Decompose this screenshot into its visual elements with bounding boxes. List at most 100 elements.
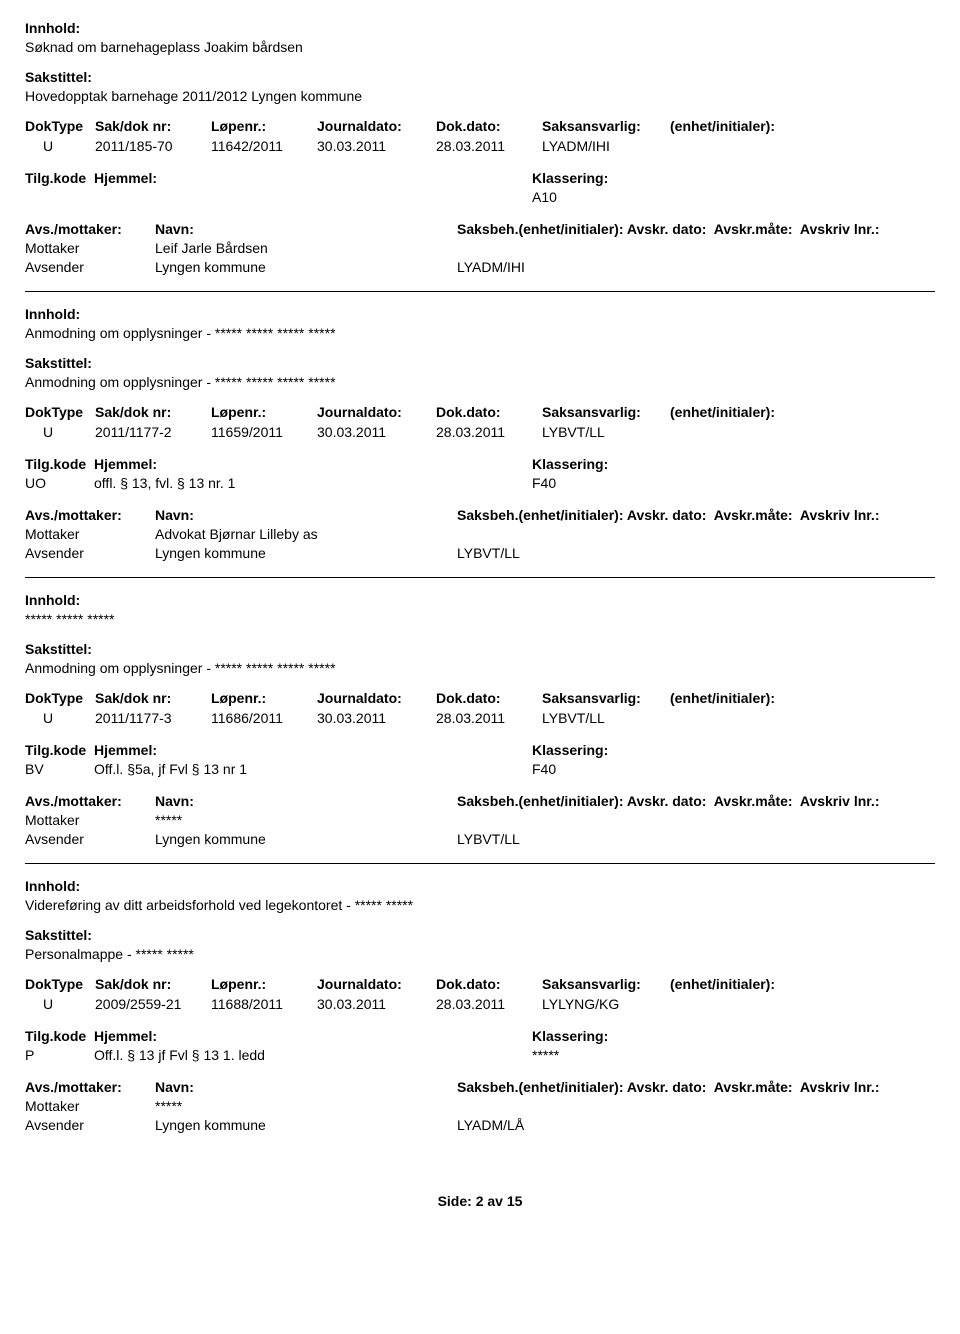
doktype-value: U [25, 138, 95, 154]
enhet-label: (enhet/initialer): [670, 118, 810, 134]
journaldato-label: Journaldato: [317, 404, 436, 420]
innhold-label: Innhold: [25, 878, 935, 894]
sakstittel-value: Anmodning om opplysninger - ***** ***** … [25, 374, 935, 390]
mottaker-saksbeh [457, 526, 935, 542]
saksansvarlig-label: Saksansvarlig: [542, 690, 670, 706]
sakstittel-value: Hovedopptak barnehage 2011/2012 Lyngen k… [25, 88, 935, 104]
klassering-value: ***** [532, 1047, 712, 1063]
innhold-label: Innhold: [25, 592, 935, 608]
saksansvarlig-label: Saksansvarlig: [542, 976, 670, 992]
hjemmel-label: Hjemmel: [94, 1028, 532, 1044]
tilgkode-label: Tilg.kode [25, 170, 94, 186]
hjemmel-label: Hjemmel: [94, 742, 532, 758]
innhold-value: Søknad om barnehageplass Joakim bårdsen [25, 39, 935, 55]
saksansvarlig-label: Saksansvarlig: [542, 404, 670, 420]
mottaker-label: Mottaker [25, 812, 155, 828]
lopenr-value: 11686/2011 [211, 710, 317, 726]
hjemmel-value [94, 189, 532, 205]
dokdato-label: Dok.dato: [436, 118, 542, 134]
avsender-label: Avsender [25, 545, 155, 561]
lopenr-value: 11688/2011 [211, 996, 317, 1012]
avsender-row: Avsender Lyngen kommune LYBVT/LL [25, 831, 935, 847]
hjemmel-label: Hjemmel: [94, 456, 532, 472]
mottaker-row: Mottaker ***** [25, 1098, 935, 1114]
mottaker-value: ***** [155, 1098, 457, 1114]
meta-value-row: U 2009/2559-21 11688/2011 30.03.2011 28.… [25, 996, 935, 1012]
enhet-value [670, 138, 810, 154]
avsmottaker-label: Avs./mottaker: [25, 793, 155, 809]
saknr-label: Sak/dok nr: [95, 690, 211, 706]
avsender-value: Lyngen kommune [155, 831, 457, 847]
saknr-label: Sak/dok nr: [95, 118, 211, 134]
sakstittel-label: Sakstittel: [25, 355, 935, 371]
navn-label: Navn: [155, 507, 457, 523]
doktype-value: U [25, 710, 95, 726]
navn-label: Navn: [155, 221, 457, 237]
avsender-value: Lyngen kommune [155, 1117, 457, 1133]
avsmottaker-label: Avs./mottaker: [25, 507, 155, 523]
enhet-label: (enhet/initialer): [670, 976, 810, 992]
mottaker-saksbeh [457, 240, 935, 256]
avs-header-row: Avs./mottaker: Navn: Saksbeh.(enhet/init… [25, 1079, 935, 1095]
meta-header-row: DokType Sak/dok nr: Løpenr.: Journaldato… [25, 118, 935, 134]
mottaker-saksbeh [457, 812, 935, 828]
hjemmel-value: Off.l. § 13 jf Fvl § 13 1. ledd [94, 1047, 532, 1063]
meta-value-row: U 2011/1177-3 11686/2011 30.03.2011 28.0… [25, 710, 935, 726]
tilg-value-row: A10 [25, 189, 935, 205]
klassering-label: Klassering: [532, 456, 712, 472]
journal-record: Innhold: Søknad om barnehageplass Joakim… [25, 20, 935, 275]
meta-value-row: U 2011/185-70 11642/2011 30.03.2011 28.0… [25, 138, 935, 154]
saksbeh-header: Saksbeh.(enhet/initialer): Avskr. dato: … [457, 507, 935, 523]
dokdato-label: Dok.dato: [436, 404, 542, 420]
tilg-value-row: UO offl. § 13, fvl. § 13 nr. 1 F40 [25, 475, 935, 491]
enhet-value [670, 996, 810, 1012]
navn-label: Navn: [155, 793, 457, 809]
record-separator [25, 291, 935, 292]
doktype-label: DokType [25, 690, 95, 706]
lopenr-value: 11659/2011 [211, 424, 317, 440]
tilg-header-row: Tilg.kode Hjemmel: Klassering: [25, 742, 935, 758]
avs-header-row: Avs./mottaker: Navn: Saksbeh.(enhet/init… [25, 221, 935, 237]
tilg-header-row: Tilg.kode Hjemmel: Klassering: [25, 456, 935, 472]
innhold-value: ***** ***** ***** [25, 611, 935, 627]
lopenr-label: Løpenr.: [211, 404, 317, 420]
journaldato-value: 30.03.2011 [317, 996, 436, 1012]
dokdato-value: 28.03.2011 [436, 424, 542, 440]
tilg-value-row: BV Off.l. §5a, jf Fvl § 13 nr 1 F40 [25, 761, 935, 777]
mottaker-value: Advokat Bjørnar Lilleby as [155, 526, 457, 542]
sakstittel-value: Personalmappe - ***** ***** [25, 946, 935, 962]
meta-header-row: DokType Sak/dok nr: Løpenr.: Journaldato… [25, 404, 935, 420]
lopenr-label: Løpenr.: [211, 690, 317, 706]
mottaker-label: Mottaker [25, 240, 155, 256]
sakstittel-label: Sakstittel: [25, 927, 935, 943]
avsender-value: Lyngen kommune [155, 545, 457, 561]
sakstittel-label: Sakstittel: [25, 641, 935, 657]
record-separator [25, 577, 935, 578]
avsender-value: Lyngen kommune [155, 259, 457, 275]
dokdato-value: 28.03.2011 [436, 996, 542, 1012]
navn-label: Navn: [155, 1079, 457, 1095]
enhet-value [670, 710, 810, 726]
klassering-label: Klassering: [532, 1028, 712, 1044]
avs-header-row: Avs./mottaker: Navn: Saksbeh.(enhet/init… [25, 507, 935, 523]
hjemmel-value: offl. § 13, fvl. § 13 nr. 1 [94, 475, 532, 491]
avsender-label: Avsender [25, 831, 155, 847]
sakstittel-label: Sakstittel: [25, 69, 935, 85]
dokdato-value: 28.03.2011 [436, 138, 542, 154]
saknr-value: 2011/1177-2 [95, 424, 211, 440]
innhold-label: Innhold: [25, 20, 935, 36]
journaldato-value: 30.03.2011 [317, 138, 436, 154]
tilgkode-value [25, 189, 94, 205]
dokdato-label: Dok.dato: [436, 976, 542, 992]
tilg-header-row: Tilg.kode Hjemmel: Klassering: [25, 1028, 935, 1044]
mottaker-value: ***** [155, 812, 457, 828]
doktype-value: U [25, 996, 95, 1012]
avsender-row: Avsender Lyngen kommune LYADM/IHI [25, 259, 935, 275]
saksbeh-header: Saksbeh.(enhet/initialer): Avskr. dato: … [457, 221, 935, 237]
innhold-value: Videreføring av ditt arbeidsforhold ved … [25, 897, 935, 913]
mottaker-row: Mottaker ***** [25, 812, 935, 828]
saknr-value: 2011/185-70 [95, 138, 211, 154]
doktype-label: DokType [25, 118, 95, 134]
klassering-label: Klassering: [532, 742, 712, 758]
journal-record: Innhold: Anmodning om opplysninger - ***… [25, 306, 935, 561]
